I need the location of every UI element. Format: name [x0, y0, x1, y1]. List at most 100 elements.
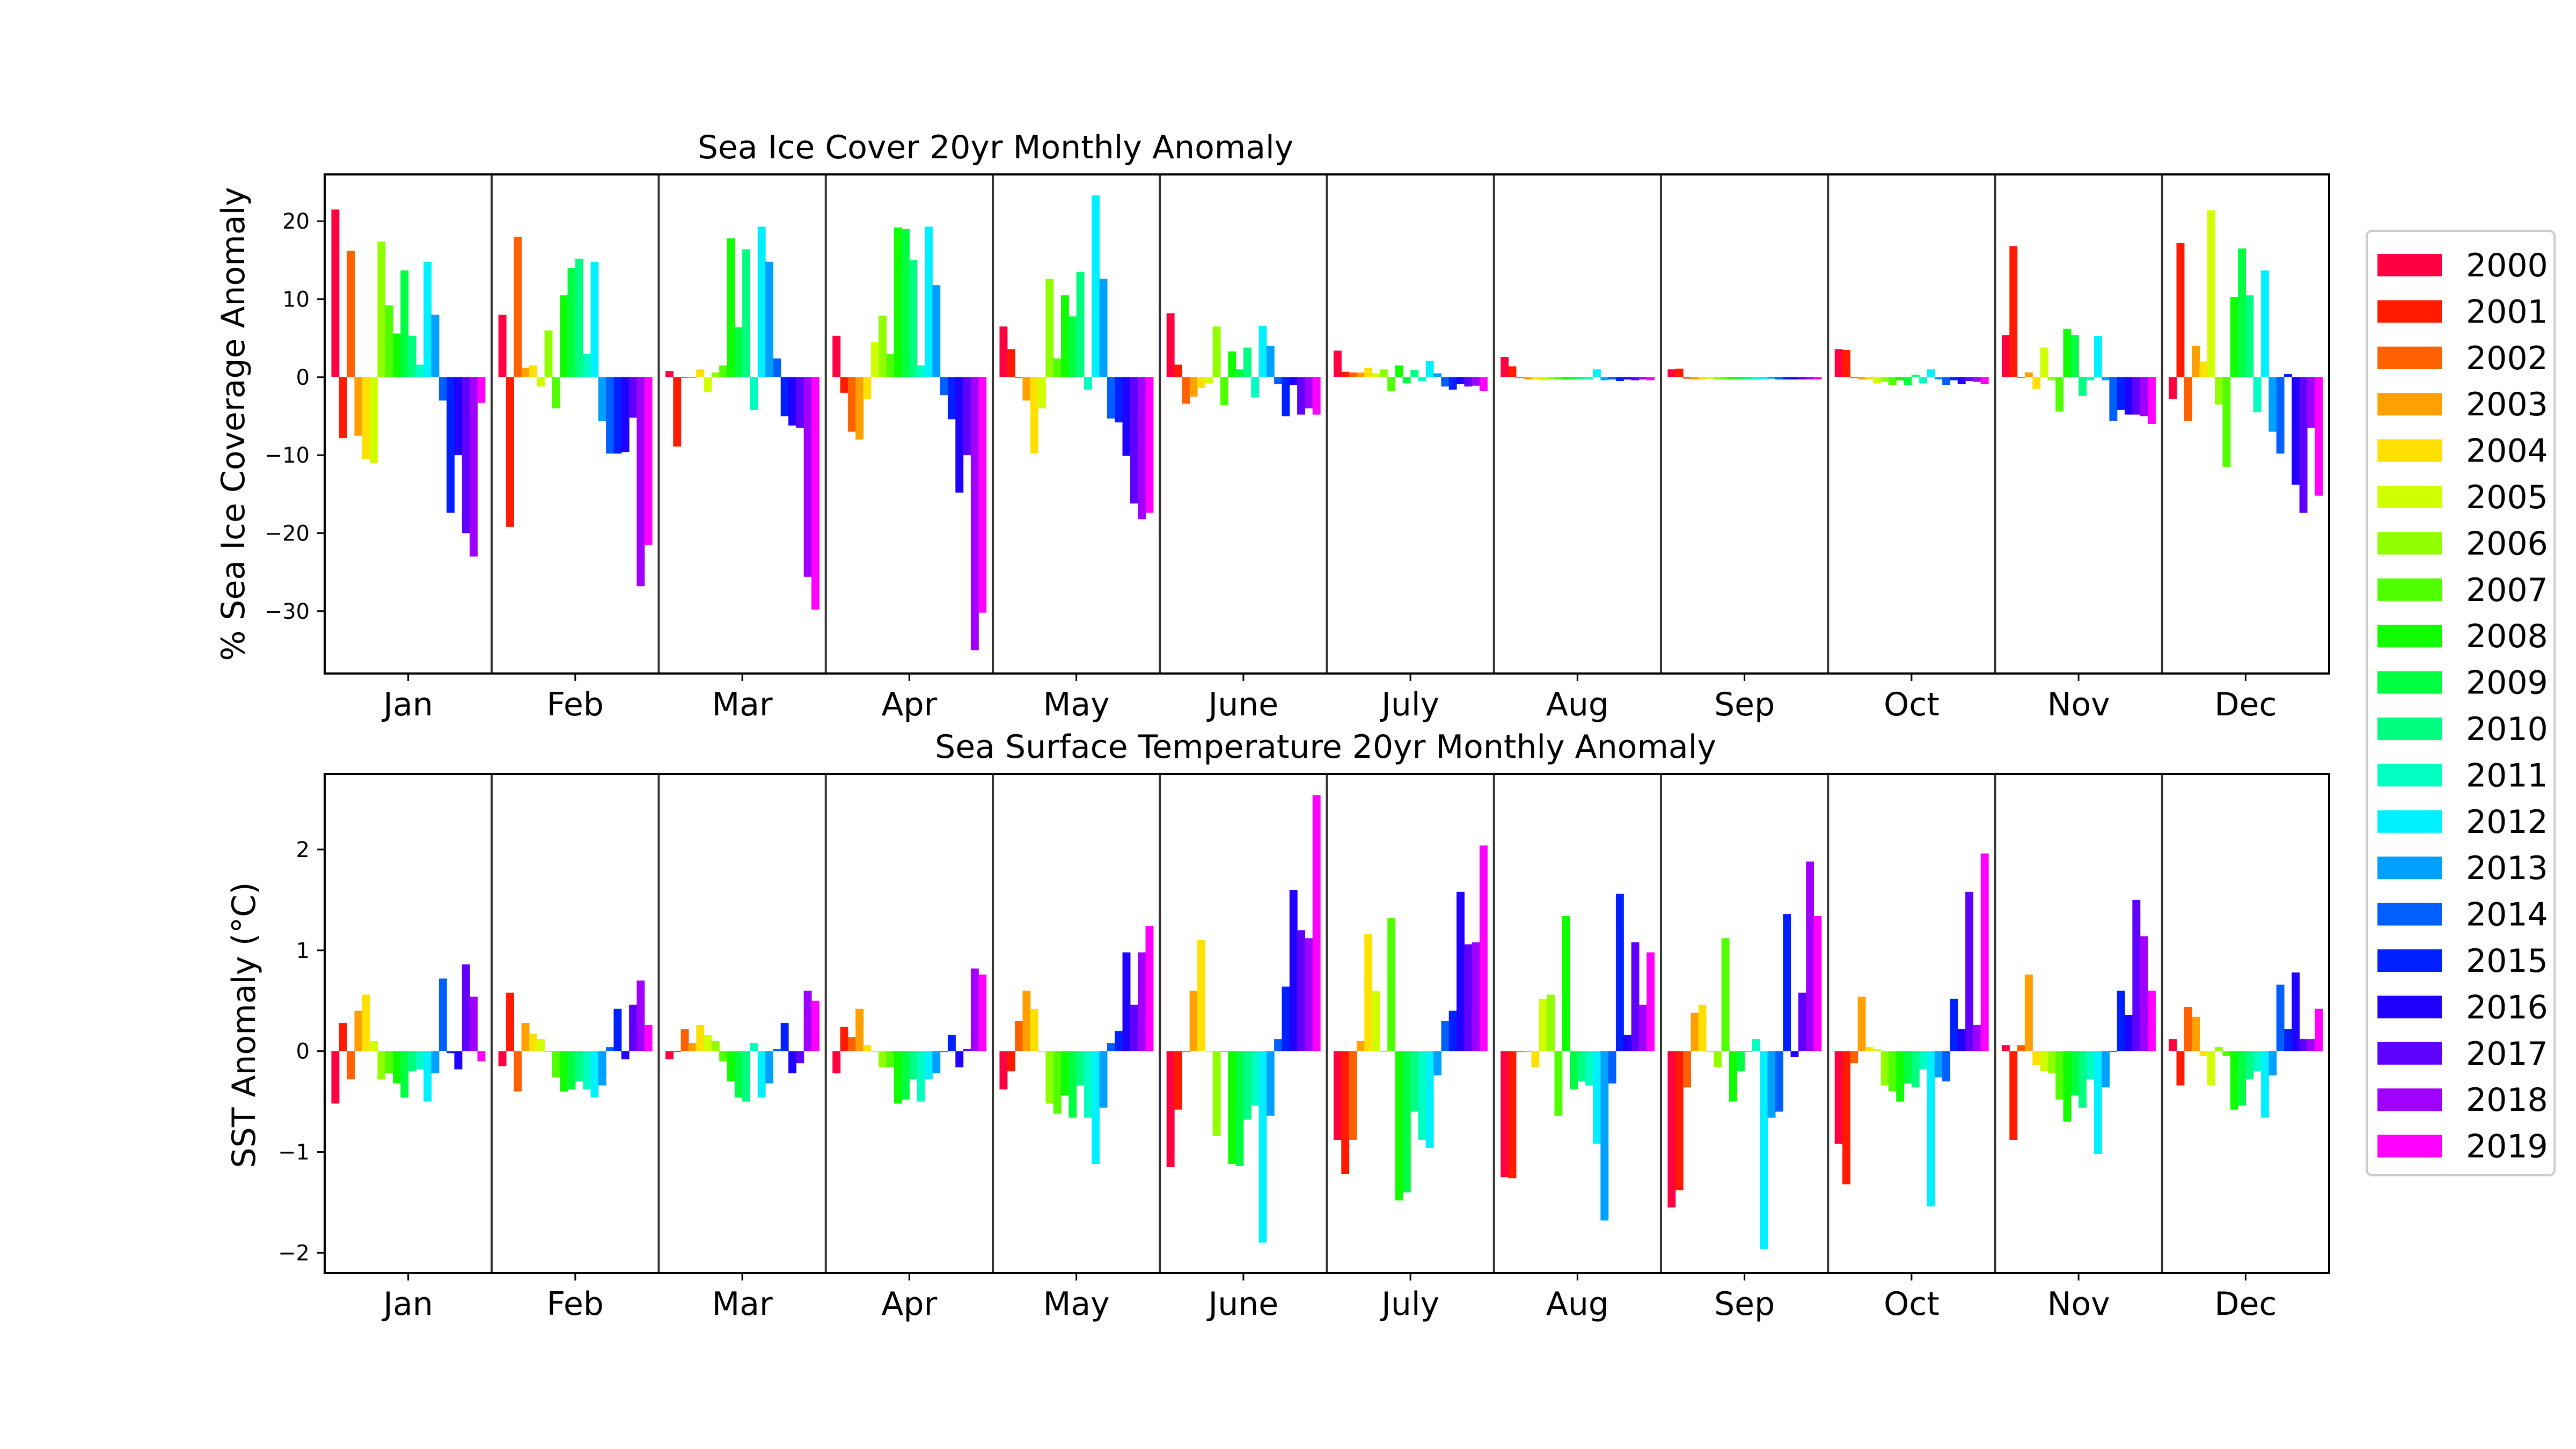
sst-bar-2007-Mar — [719, 1051, 728, 1062]
sst-bar-2014-Oct — [1942, 1051, 1951, 1082]
sea-ice-bar-2006-May — [1045, 279, 1054, 377]
sst-bar-2017-July — [1464, 944, 1473, 1051]
sea-ice-bar-2016-May — [1122, 377, 1131, 456]
sst-bar-2006-Dec — [2215, 1047, 2223, 1051]
sea-ice-bar-2014-Oct — [1942, 377, 1951, 385]
sst-bar-2006-Mar — [711, 1041, 720, 1051]
sst-bar-2010-Aug — [1577, 1051, 1586, 1082]
sea-ice-bar-2000-Apr — [832, 335, 841, 377]
legend-label-2006: 2006 — [2466, 525, 2548, 562]
sea-ice-bar-2011-Nov — [2086, 377, 2095, 380]
sea-ice-bar-2004-Jan — [362, 377, 370, 459]
sst-bar-2018-Dec — [2307, 1039, 2315, 1051]
sst-bar-2004-Oct — [1865, 1047, 1874, 1051]
sst-bar-2007-Oct — [1888, 1051, 1897, 1092]
sst-bar-2014-Jan — [438, 978, 447, 1051]
sst-bar-2005-May — [1038, 1051, 1046, 1052]
sst-bar-2011-July — [1418, 1051, 1426, 1140]
sst-bar-2000-Nov — [2001, 1045, 2010, 1051]
sst-bar-2008-Aug — [1562, 916, 1570, 1051]
legend-swatch-2008 — [2377, 625, 2442, 648]
sea-ice-bar-2006-Aug — [1547, 377, 1555, 380]
sea-ice-bar-2011-Apr — [917, 365, 925, 377]
sst-bar-2011-Aug — [1585, 1051, 1593, 1086]
sea-ice-bar-2017-Aug — [1631, 377, 1640, 380]
sea-ice-bar-2000-Mar — [665, 371, 674, 377]
sea-ice-bar-2014-Nov — [2109, 377, 2118, 421]
sea-ice-bar-2008-Aug — [1562, 377, 1570, 380]
sea-ice-bar-2019-Oct — [1980, 377, 1989, 384]
sea-ice-bar-2000-July — [1333, 350, 1342, 377]
sst-x-tick-label-nov: Nov — [2047, 1285, 2110, 1323]
sst-bar-2009-Oct — [1904, 1051, 1912, 1084]
sea-ice-bar-2007-Dec — [2222, 377, 2231, 467]
legend-swatch-2013 — [2377, 857, 2442, 880]
sea-ice-bar-2004-Feb — [529, 365, 537, 377]
sea-ice-bar-2015-Jan — [447, 377, 455, 513]
sea-ice-bar-2011-Dec — [2253, 377, 2262, 413]
sst-bar-2017-Apr — [963, 1049, 971, 1051]
sst-bar-2015-Dec — [2284, 1029, 2292, 1051]
sea-ice-bar-2018-Aug — [1638, 377, 1647, 380]
sea-ice-bar-2018-Mar — [803, 377, 812, 577]
sea-ice-bar-2004-Sep — [1698, 377, 1707, 380]
sea-ice-bar-2001-Jan — [339, 377, 347, 438]
sea-ice-bar-2018-Feb — [636, 377, 645, 587]
sea-ice-bar-2008-Dec — [2230, 297, 2238, 377]
sea-ice-bar-2005-Aug — [1539, 377, 1547, 380]
sea-ice-bar-2007-Feb — [552, 377, 560, 408]
sst-bar-2009-July — [1402, 1051, 1411, 1192]
sst-bar-2001-Aug — [1508, 1051, 1517, 1179]
sst-bar-2005-Jan — [370, 1041, 378, 1051]
sea-ice-bar-2003-Oct — [1857, 377, 1866, 380]
sea-ice-bar-2012-Nov — [2094, 335, 2102, 377]
sea-ice-bar-2000-Nov — [2001, 335, 2010, 377]
sst-bar-2014-July — [1441, 1021, 1450, 1051]
sst-bar-2019-July — [1479, 845, 1488, 1051]
legend-swatch-2009 — [2377, 671, 2442, 694]
sea-ice-x-tick-label-aug: Aug — [1546, 686, 1609, 723]
sst-bar-2015-June — [1282, 986, 1290, 1051]
sst-bar-2002-Dec — [2184, 1007, 2192, 1051]
sst-bar-2000-Oct — [1834, 1051, 1843, 1144]
sea-ice-bar-2004-Dec — [2199, 361, 2208, 377]
sst-bar-2007-Apr — [886, 1051, 895, 1067]
sst-bar-2000-Mar — [665, 1051, 674, 1059]
sst-bar-2009-Sep — [1737, 1051, 1745, 1072]
sea-ice-bar-2017-Oct — [1965, 377, 1974, 382]
sst-bar-2016-Oct — [1957, 1029, 1966, 1051]
sst-bar-2018-Jan — [470, 997, 478, 1051]
sst-bar-2015-Sep — [1783, 914, 1791, 1051]
sea-ice-bar-2018-June — [1305, 377, 1313, 408]
sst-bar-2019-Dec — [2315, 1008, 2323, 1051]
sea-ice-y-tick-label: −20 — [265, 521, 310, 546]
sea-ice-bar-2001-Aug — [1508, 366, 1517, 377]
sst-bar-2017-May — [1130, 1005, 1138, 1051]
sst-bar-2003-July — [1356, 1041, 1365, 1051]
sst-bar-2016-Apr — [955, 1051, 964, 1067]
sst-x-tick-label-mar: Mar — [712, 1285, 773, 1323]
sea-ice-bar-2003-May — [1022, 377, 1031, 401]
sea-ice-bar-2004-May — [1030, 377, 1038, 454]
sea-ice-bar-2006-Oct — [1880, 377, 1889, 382]
sea-ice-bar-2005-Mar — [704, 377, 712, 392]
sst-bar-2016-May — [1122, 952, 1131, 1051]
sea-ice-x-ticks: Jan Feb Mar Apr May June July Aug Sep Oct Nov Dec — [381, 674, 2277, 723]
sst-bar-2018-Apr — [970, 968, 979, 1051]
sst-bar-2016-Dec — [2292, 972, 2300, 1051]
sea-ice-bar-2004-Nov — [2032, 377, 2041, 389]
sea-ice-bar-2000-Feb — [498, 314, 507, 377]
sea-ice-bar-2014-July — [1441, 377, 1450, 387]
sea-ice-bar-2009-Sep — [1737, 377, 1745, 380]
sst-bar-2003-Sep — [1690, 1013, 1699, 1051]
sst-bar-2014-May — [1107, 1043, 1115, 1051]
sst-bar-2013-Feb — [598, 1051, 606, 1086]
sst-bar-2000-Apr — [832, 1051, 841, 1073]
sea-ice-bar-2014-June — [1274, 377, 1283, 384]
sea-ice-bar-2017-Jan — [462, 377, 470, 533]
sea-ice-bar-2012-May — [1092, 195, 1100, 377]
sea-ice-bar-2011-Mar — [750, 377, 758, 410]
sst-bar-2005-Aug — [1539, 998, 1547, 1051]
sst-bar-2001-Feb — [506, 992, 514, 1051]
